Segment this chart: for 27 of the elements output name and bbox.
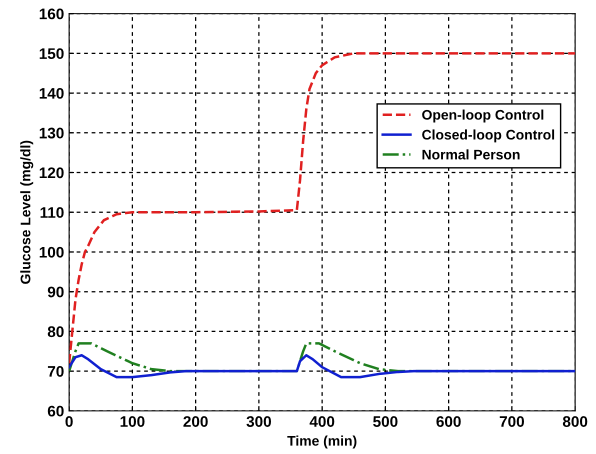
x-tick-label: 500 [373,416,398,427]
y-tick-label: 60 [48,406,64,417]
x-axis-title: Time (min) [287,436,356,448]
y-tick-label: 90 [48,286,64,298]
x-tick-label: 800 [562,416,588,427]
y-tick-label: 100 [40,246,64,258]
y-tick-label: 160 [40,8,64,20]
x-tick-label: 100 [120,416,145,427]
legend-label: Normal Person [422,149,520,160]
x-tick-label: 0 [65,416,73,427]
y-tick-label: 150 [40,48,64,60]
legend-label: Open-loop Control [422,110,544,122]
x-tick-label: 400 [310,416,334,427]
y-tick-label: 120 [40,167,64,178]
legend-label: Closed-loop Control [422,129,554,142]
y-tick-label: 110 [40,207,64,218]
y-tick-label: 140 [40,88,64,99]
y-axis-title: Glucose Level (mg/dl) [20,140,34,284]
line-series [69,354,576,378]
y-tick-label: 80 [48,326,64,338]
y-tick-label: 70 [48,366,64,377]
y-tick-label: 130 [40,128,64,139]
x-tick-label: 600 [436,416,461,427]
x-tick-label: 300 [246,416,272,427]
line-series [69,52,576,364]
x-tick-label: 700 [500,416,524,427]
x-tick-label: 200 [183,416,208,427]
